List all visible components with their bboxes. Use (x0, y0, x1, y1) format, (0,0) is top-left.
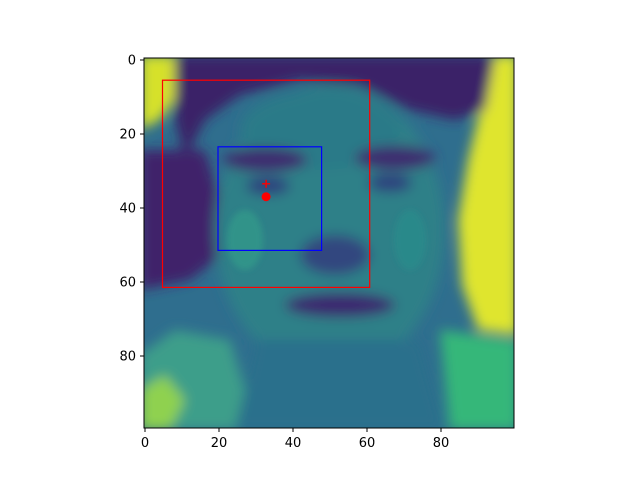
left-eye (246, 177, 290, 195)
axes-frame (143, 57, 515, 429)
left-cheek-highlight (227, 210, 263, 270)
outer-bounding-box (161, 79, 371, 288)
x-tick-label: 20 (211, 436, 228, 451)
x-tick-label: 0 (141, 436, 149, 451)
dot-marker (261, 192, 271, 202)
plus-marker (262, 179, 271, 188)
x-tick-label: 40 (285, 436, 302, 451)
x-tick-label: 80 (433, 436, 450, 451)
bright-right-region (458, 58, 514, 335)
y-axis-ticks: 0 20 40 60 80 (119, 54, 144, 365)
right-eye (368, 174, 412, 192)
bright-left-top-region (144, 58, 185, 128)
y-tick-label: 80 (119, 350, 136, 365)
shirt-right (440, 330, 514, 428)
y-tick-label: 40 (119, 202, 136, 217)
lower-left-bright (144, 375, 185, 428)
face-image (144, 58, 514, 428)
left-brow (223, 148, 307, 172)
right-brow (355, 146, 435, 170)
neck (235, 340, 445, 428)
x-axis-ticks: 0 20 40 60 80 (141, 428, 449, 451)
dark-left-region (144, 150, 230, 290)
mouth (285, 293, 395, 317)
inner-bounding-box (217, 146, 323, 252)
y-tick-label: 20 (119, 128, 136, 143)
x-tick-label: 60 (359, 436, 376, 451)
hair-region (175, 58, 495, 160)
y-tick-label: 0 (128, 54, 136, 69)
y-tick-label: 60 (119, 276, 136, 291)
nose (300, 235, 370, 275)
right-cheek-highlight (394, 210, 426, 270)
